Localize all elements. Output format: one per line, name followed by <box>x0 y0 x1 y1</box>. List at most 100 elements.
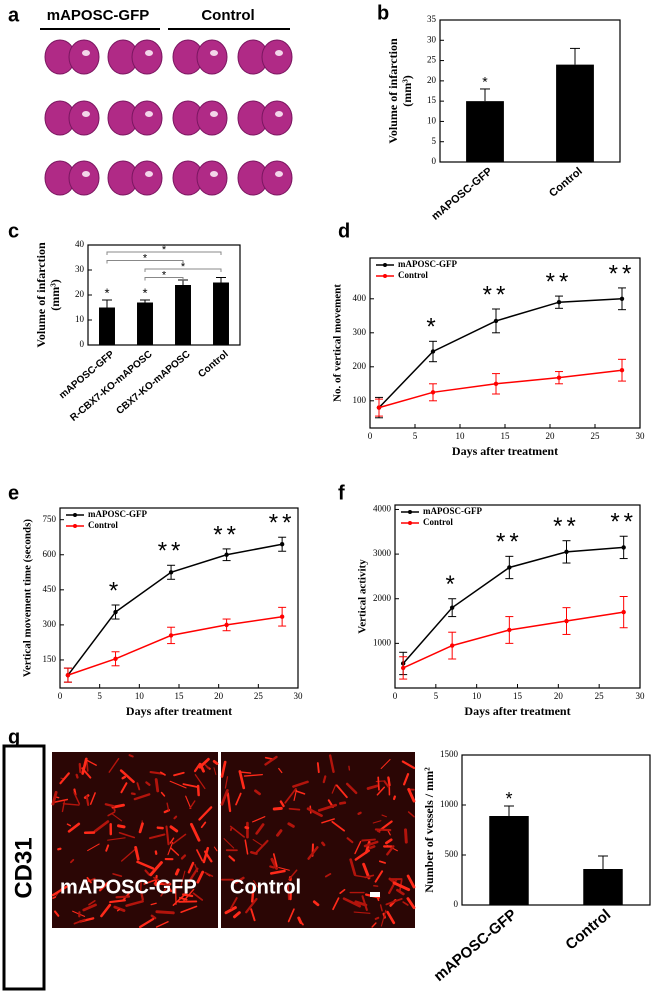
micrograph <box>52 752 218 928</box>
vessel <box>134 845 140 861</box>
vessel <box>297 916 303 924</box>
x-tick-label: 25 <box>254 691 264 701</box>
y-tick-label: 200 <box>353 361 367 371</box>
group-label: Control <box>201 7 254 24</box>
y-tick-label: 150 <box>43 654 57 664</box>
plot-frame <box>461 754 651 906</box>
vessel <box>198 806 213 821</box>
point <box>449 605 455 610</box>
vessel <box>53 910 60 917</box>
vessel <box>269 865 275 869</box>
y-axis-label: (mm³) <box>400 75 414 107</box>
vessel <box>306 807 323 818</box>
significance: * <box>104 285 109 300</box>
vessel <box>220 789 229 806</box>
vessel <box>200 821 207 829</box>
vessel <box>70 858 75 864</box>
hemisphere <box>261 39 293 75</box>
y-tick-label: 35 <box>427 14 437 24</box>
micrograph <box>221 752 415 928</box>
legend-marker <box>73 513 77 517</box>
vessel <box>138 917 155 929</box>
vessel <box>187 867 199 883</box>
vessel <box>228 855 236 862</box>
vessel <box>116 908 121 912</box>
vessel <box>159 771 166 776</box>
x-axis-label: Days after treatment <box>464 704 570 718</box>
legend-marker <box>408 521 412 525</box>
legend-marker <box>383 263 387 267</box>
vessel <box>51 790 58 806</box>
vessel <box>166 885 173 893</box>
point <box>113 656 118 661</box>
vessel <box>374 870 384 883</box>
vessel <box>361 838 376 842</box>
vessel <box>396 888 405 896</box>
panel-label: c <box>8 220 19 242</box>
legend-label: mAPOSC-GFP <box>398 259 457 269</box>
y-tick-label: 2000 <box>373 593 392 603</box>
vessel <box>332 897 340 911</box>
plot-frame <box>59 507 299 689</box>
vessel <box>288 869 298 881</box>
point <box>619 368 625 373</box>
vessel <box>93 820 110 833</box>
x-tick-label: 15 <box>501 431 511 441</box>
vessel <box>278 866 290 871</box>
y-tick-label: 600 <box>43 549 57 559</box>
significance: ** <box>213 521 240 548</box>
vessel <box>339 888 346 894</box>
vessel <box>113 807 116 812</box>
vessel <box>108 757 120 773</box>
vessel <box>378 860 386 864</box>
vessel <box>169 837 175 844</box>
vessel <box>202 846 210 864</box>
vessel <box>173 771 185 777</box>
vessel <box>189 800 196 810</box>
vessel <box>51 885 69 897</box>
y-tick-label: 4000 <box>373 504 392 514</box>
vessel <box>75 773 79 779</box>
vessel <box>402 901 409 906</box>
vessel <box>117 824 126 829</box>
vessel <box>331 820 346 832</box>
y-tick-label: 10 <box>427 115 437 125</box>
vessel <box>233 911 241 919</box>
point <box>430 390 436 395</box>
bar <box>137 302 153 345</box>
y-tick-label: 20 <box>427 75 437 85</box>
hemisphere <box>131 39 163 75</box>
vessel <box>312 900 320 907</box>
legend-label: Control <box>398 270 428 280</box>
vessel <box>230 897 238 910</box>
stain-box <box>2 744 46 991</box>
vessel <box>407 787 416 803</box>
vessel <box>321 841 326 847</box>
lesion <box>275 111 283 117</box>
vessel <box>111 813 123 822</box>
x-tick-label: Control <box>196 349 230 380</box>
vessel <box>235 792 242 806</box>
vessel <box>293 789 298 801</box>
vessel <box>120 782 128 794</box>
y-tick-label: 3000 <box>373 548 392 558</box>
vessel <box>62 802 80 806</box>
legend-label: mAPOSC-GFP <box>423 506 482 516</box>
vessel <box>369 845 376 850</box>
vessel <box>105 844 110 852</box>
vessel <box>149 861 163 877</box>
x-tick-label: mAPOSC-GFP <box>431 906 520 985</box>
point <box>168 633 174 638</box>
vessel <box>353 911 371 914</box>
panel-label: d <box>338 220 350 242</box>
vessel <box>149 770 164 775</box>
vessel <box>133 793 151 801</box>
vessel <box>229 827 233 832</box>
vessel <box>196 849 204 862</box>
hemisphere <box>131 160 163 196</box>
vessel <box>73 791 81 805</box>
bracket <box>144 268 222 272</box>
vessel <box>138 822 144 834</box>
y-axis-label: Vertical movement time (seconds) <box>22 519 34 677</box>
bar <box>583 869 623 905</box>
